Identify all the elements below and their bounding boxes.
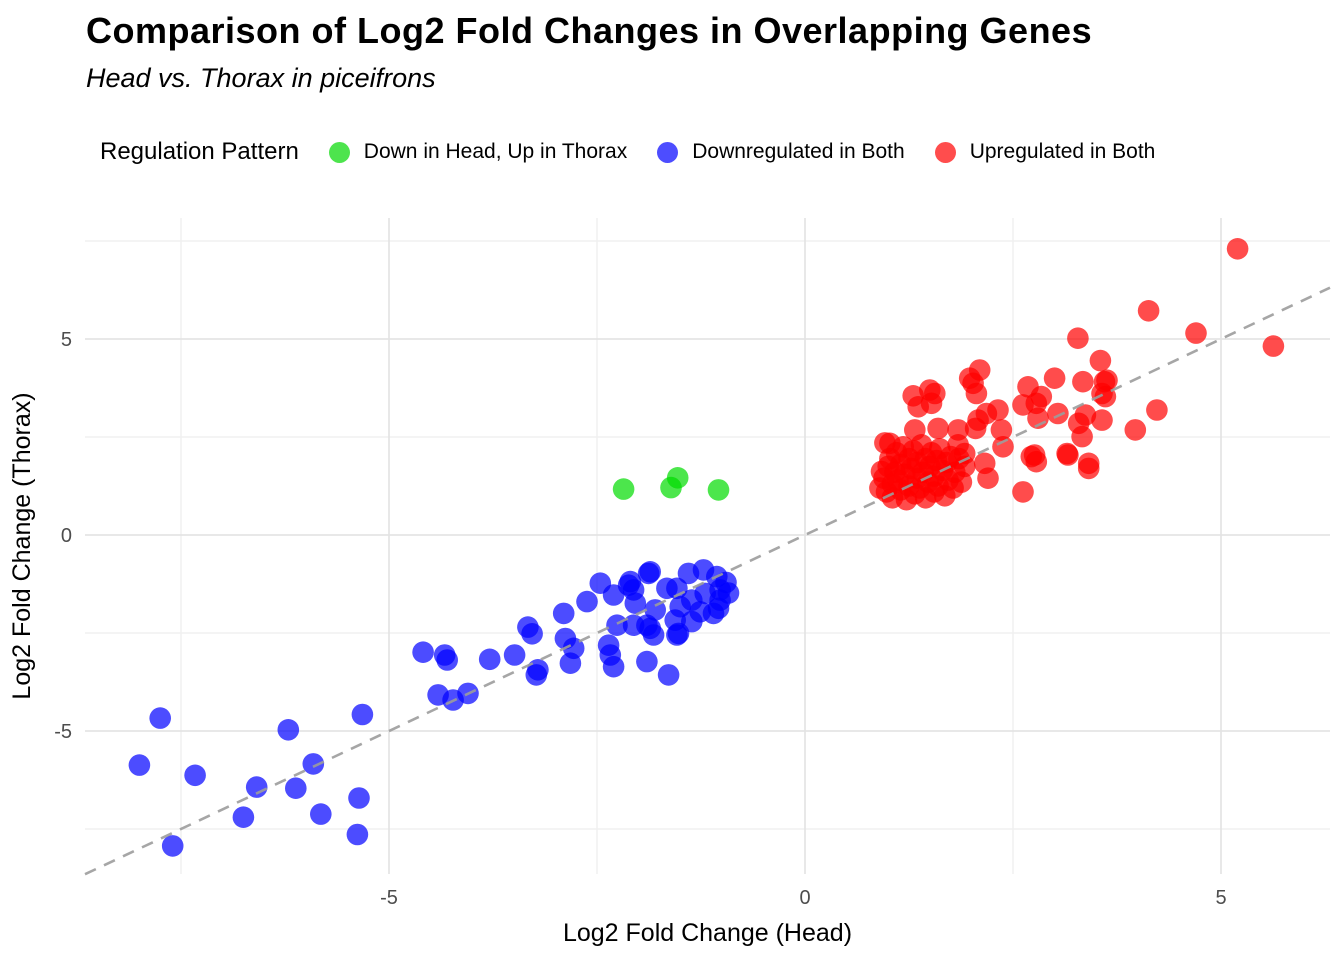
y-axis-title: Log2 Fold Change (Thorax) bbox=[8, 392, 36, 699]
legend-item-label: Upregulated in Both bbox=[969, 140, 1156, 163]
series-downregulated-in-both bbox=[128, 559, 740, 857]
page-subtitle: Head vs. Thorax in piceifrons bbox=[86, 63, 436, 93]
x-tick-label: 0 bbox=[799, 887, 810, 909]
legend-item-upregulated-both: Upregulated in Both bbox=[934, 140, 1156, 164]
green-dot-icon bbox=[328, 141, 350, 163]
x-axis-title: Log2 Fold Change (Head) bbox=[563, 919, 852, 947]
y-tick-label: 0 bbox=[61, 525, 72, 547]
blue-dot-icon bbox=[657, 141, 679, 163]
page-title: Comparison of Log2 Fold Changes in Overl… bbox=[86, 10, 1093, 51]
series-upregulated-in-both bbox=[869, 238, 1285, 511]
red-dot-icon bbox=[934, 141, 956, 163]
legend: Regulation Pattern Down in Head, Up in T… bbox=[100, 128, 1155, 176]
y-tick-label: 5 bbox=[61, 329, 72, 351]
y-tick-label: -5 bbox=[54, 721, 72, 743]
legend-item-downregulated-both: Downregulated in Both bbox=[657, 140, 905, 164]
series-down-in-head-up-in-thorax bbox=[612, 467, 730, 501]
x-tick-label: 5 bbox=[1215, 887, 1226, 909]
legend-item-label: Downregulated in Both bbox=[692, 140, 905, 163]
legend-item-label: Down in Head, Up in Thorax bbox=[363, 140, 628, 163]
legend-item-down-head-up-thorax: Down in Head, Up in Thorax bbox=[328, 140, 628, 164]
legend-title: Regulation Pattern bbox=[100, 138, 299, 165]
x-tick-label: -5 bbox=[380, 887, 398, 909]
